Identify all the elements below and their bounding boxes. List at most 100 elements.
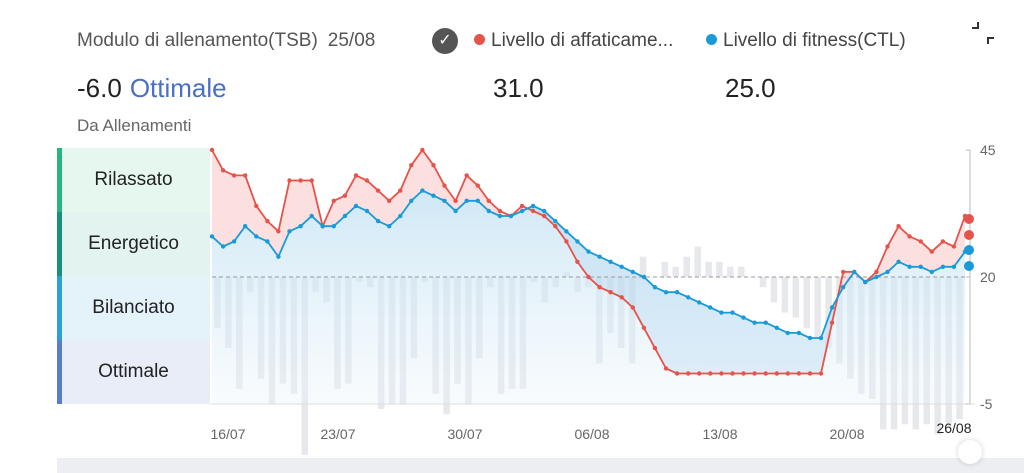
ctl-value: 25.0	[725, 73, 776, 103]
tsb-value: -6.0	[77, 73, 122, 103]
fitness-point	[719, 310, 724, 315]
band-fill	[444, 185, 456, 211]
fitness-area	[212, 190, 965, 404]
band-fill	[754, 322, 766, 374]
band-fill	[278, 180, 290, 257]
fatigue-point	[375, 188, 381, 193]
zone-label: Bilanciato	[92, 297, 175, 318]
fitness-point	[940, 264, 946, 269]
collapse-icon[interactable]	[970, 20, 996, 46]
load-bar	[705, 261, 712, 277]
fatigue-point	[619, 295, 624, 300]
fitness-point	[619, 264, 624, 269]
fitness-point	[929, 269, 934, 275]
fatigue-point	[220, 168, 226, 173]
band-fill	[333, 195, 345, 227]
fitness-point	[431, 193, 436, 198]
band-fill	[810, 338, 821, 374]
fitness-point	[885, 269, 890, 275]
fitness-point	[564, 229, 569, 234]
fatigue-point	[652, 345, 658, 351]
fitness-point	[254, 234, 259, 239]
chart-scroll-thumb[interactable]	[958, 440, 982, 464]
fatigue-point	[785, 371, 790, 376]
legend-fitness[interactable]: Livello di fitness(CTL)	[706, 30, 906, 52]
fitness-point	[818, 335, 824, 341]
title-date: 25/08	[327, 30, 376, 51]
fatigue-point	[885, 244, 890, 249]
band-fill	[721, 312, 733, 374]
fatigue-point	[331, 198, 336, 203]
band-fill	[588, 251, 600, 288]
load-bar	[683, 256, 690, 277]
fatigue-point	[663, 366, 669, 371]
load-bar	[759, 277, 767, 288]
fitness-point	[387, 224, 392, 229]
fitness-point	[630, 269, 635, 275]
fatigue-point	[829, 320, 835, 325]
fitness-point	[874, 274, 879, 280]
title-text: Modulo di allenamento(TSB)	[77, 30, 318, 51]
load-bar	[814, 277, 821, 338]
fatigue-point	[442, 183, 447, 188]
fitness-point	[785, 330, 790, 336]
fatigue-point	[608, 290, 613, 295]
check-icon[interactable]: ✓	[432, 28, 458, 54]
fatigue-point	[342, 193, 348, 198]
fitness-point	[641, 274, 647, 280]
x-tick-label: 13/08	[702, 426, 737, 442]
fitness-point	[508, 213, 514, 219]
fitness-point	[530, 203, 536, 209]
fatigue-point	[741, 371, 746, 376]
fitness-point	[796, 330, 802, 336]
fatigue-point	[929, 249, 934, 254]
fitness-point	[907, 264, 912, 269]
fatigue-point	[276, 229, 281, 234]
fatigue-point	[553, 224, 558, 229]
fitness-point	[542, 208, 547, 214]
x-tick-label: 30/07	[447, 426, 482, 442]
fitness-point	[774, 325, 779, 330]
fitness-point	[375, 218, 381, 224]
chart-title: Modulo di allenamento(TSB) 25/08	[77, 30, 375, 52]
load-bar	[738, 266, 745, 277]
fatigue-point	[697, 371, 702, 376]
fatigue-point	[209, 147, 215, 153]
fatigue-point	[907, 234, 912, 239]
fitness-point	[442, 198, 447, 203]
band-fill	[643, 277, 655, 349]
band-fill	[477, 185, 489, 211]
legend-fatigue[interactable]: Livello di affaticame...	[474, 30, 673, 52]
zone-label: Energetico	[88, 233, 179, 254]
fatigue-marker	[964, 230, 974, 240]
fitness-point	[420, 188, 425, 193]
fatigue-point	[874, 269, 879, 275]
load-bar	[803, 277, 810, 328]
fatigue-point	[353, 173, 359, 178]
load-bar	[694, 246, 701, 277]
fitness-point	[852, 269, 857, 275]
fatigue-point	[807, 371, 813, 376]
zone-bar	[57, 148, 62, 212]
chart-plot[interactable]: 45 20 -5 16/07 23/07 30/07 06/08 13/08 20/08 26/0…	[0, 0, 1024, 458]
fatigue-point	[796, 371, 802, 376]
fatigue-point	[497, 208, 503, 214]
zone-label: Rilassato	[94, 169, 173, 190]
fatigue-point	[586, 274, 591, 280]
fitness-point	[807, 335, 813, 341]
band-fill	[787, 332, 799, 374]
fitness-point	[243, 224, 248, 229]
band-fill	[223, 170, 235, 247]
band-fill	[610, 261, 622, 298]
band-fill	[654, 287, 666, 369]
fatigue-point	[597, 285, 602, 290]
fitness-point	[686, 295, 691, 300]
fitness-point	[220, 244, 226, 249]
band-fill	[300, 180, 312, 227]
chart-scroll-track[interactable]	[57, 458, 1024, 473]
fatigue-point	[254, 203, 259, 209]
fitness-point	[741, 315, 746, 320]
zone-energetico: Energetico	[57, 212, 210, 276]
band-fill	[544, 211, 556, 227]
band-fill	[942, 241, 954, 267]
